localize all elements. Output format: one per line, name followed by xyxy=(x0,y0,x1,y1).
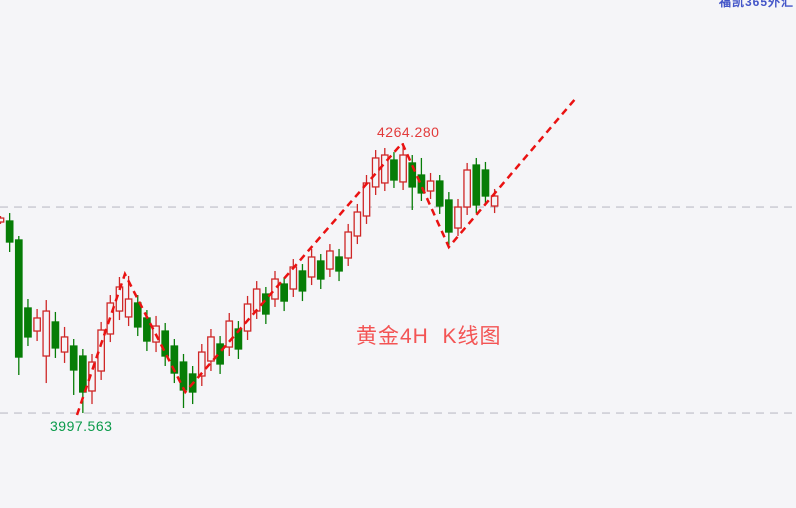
chart-title: 黄金4H K线图 xyxy=(356,325,502,348)
trough-price-label: 3997.563 xyxy=(50,418,113,434)
peak-price-label: 4264.280 xyxy=(377,124,440,140)
watermark-text: 福凯365外汇 xyxy=(718,0,794,9)
